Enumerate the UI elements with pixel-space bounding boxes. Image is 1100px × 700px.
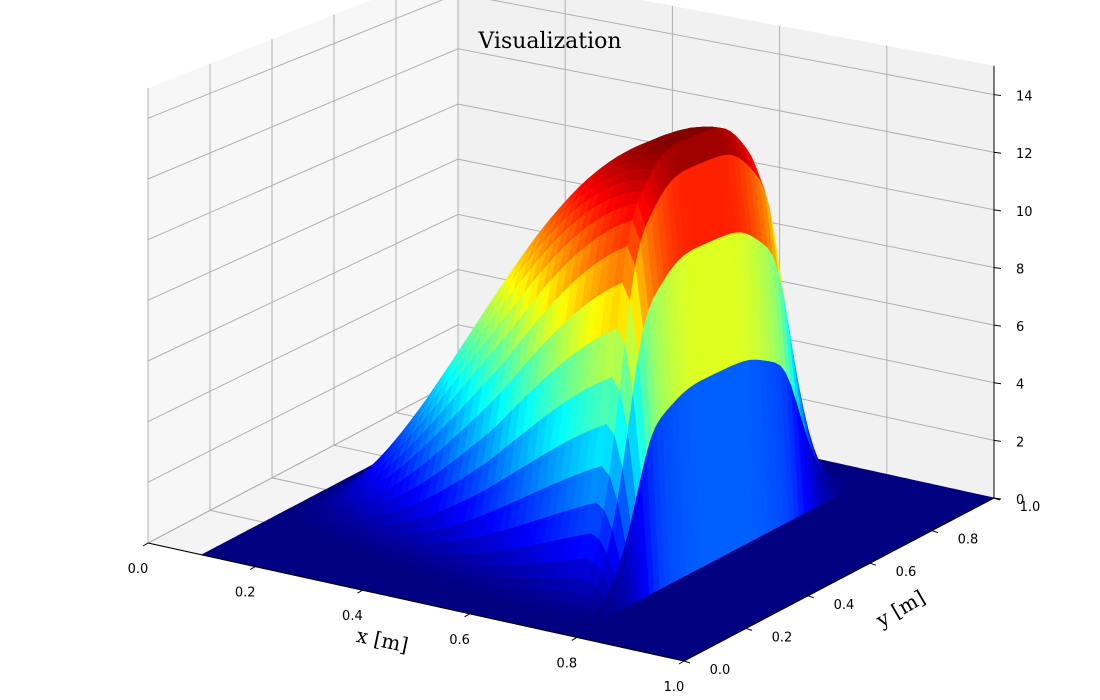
z-tick-label: 2 <box>1016 435 1024 450</box>
x-axis-line <box>147 542 685 662</box>
y-axis-label: y [m] <box>871 585 929 632</box>
y-tick-label: 0.2 <box>772 630 793 645</box>
z-gridline <box>147 269 995 423</box>
x-tick-mark <box>249 566 256 571</box>
z-tick-mark <box>993 151 1002 154</box>
z-gridline <box>147 103 995 241</box>
y-tick-mark <box>807 595 815 599</box>
x-tick-mark <box>357 589 363 594</box>
z-gridline <box>147 0 995 119</box>
z-tick-label: 8 <box>1016 262 1024 277</box>
y-tick-mark <box>745 627 753 631</box>
axis-ticks: 0.00.20.40.60.81.00.00.20.40.60.81.00246… <box>128 65 1041 695</box>
z-tick-mark <box>993 94 1002 97</box>
x-tick-label: 0.4 <box>342 609 363 624</box>
x-tick-label: 0.2 <box>235 586 256 601</box>
surface-mesh <box>200 126 995 662</box>
y-tick-label: 0.6 <box>896 565 917 580</box>
z-tick-label: 14 <box>1016 90 1033 105</box>
y-tick-label: 1.0 <box>1020 500 1041 515</box>
z-tick-mark <box>993 439 1002 442</box>
y-tick-mark <box>931 530 939 534</box>
x-tick-label: 1.0 <box>664 680 685 695</box>
x-tick-mark <box>464 613 470 618</box>
z-tick-label: 0 <box>1016 493 1024 508</box>
y-tick-label: 0.4 <box>834 598 855 613</box>
x-tick-mark <box>142 542 149 547</box>
x-tick-label: 0.0 <box>128 562 149 577</box>
z-tick-label: 6 <box>1016 320 1024 335</box>
z-gridline <box>147 158 995 301</box>
y-tick-label: 0.0 <box>710 663 731 678</box>
x-axis-label: x [m] <box>354 623 410 657</box>
z-gridline <box>147 48 995 180</box>
z-tick-label: 4 <box>1016 378 1024 393</box>
z-gridline <box>147 213 995 362</box>
z-tick-mark <box>993 497 1002 500</box>
z-tick-mark <box>993 382 1002 385</box>
z-tick-label: 10 <box>1016 205 1033 220</box>
y-tick-mark <box>869 562 877 566</box>
y-axis-line <box>683 497 995 662</box>
x-tick-mark <box>678 660 685 665</box>
z-tick-mark <box>993 324 1002 327</box>
z-tick-label: 12 <box>1016 147 1033 162</box>
z-gridline <box>147 324 995 483</box>
z-tick-mark <box>993 209 1002 212</box>
left-pane <box>148 0 458 543</box>
y-tick-label: 0.8 <box>958 533 979 548</box>
z-tick-mark <box>993 266 1002 269</box>
x-tick-label: 0.8 <box>556 656 577 671</box>
x-tick-mark <box>571 636 578 641</box>
y-tick-mark <box>683 660 691 664</box>
x-tick-label: 0.6 <box>449 633 470 648</box>
chart-title: Visualization <box>477 29 621 54</box>
